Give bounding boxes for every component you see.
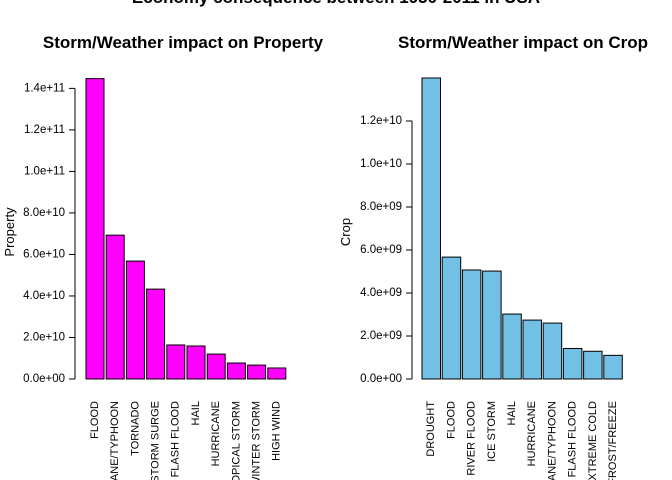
x-tick-label: HIGH WIND: [271, 401, 283, 461]
x-tick-label: EXTREME COLD: [587, 401, 599, 480]
bar: [461, 269, 482, 380]
x-tick-label: RIVER FLOOD: [466, 401, 478, 476]
x-tick-label: WINTER STORM: [251, 401, 263, 480]
bar: [542, 322, 563, 380]
y-tick-label: 1.2e+10: [360, 115, 402, 127]
bar: [267, 367, 287, 380]
y-tick-label: 1.0e+10: [360, 158, 402, 170]
y-tick-label: 0.0e+00: [23, 373, 65, 385]
bar: [603, 354, 623, 380]
bar: [125, 260, 145, 380]
x-tick-label: DROUGHT: [425, 401, 437, 457]
y-tick-label: 4.0e+09: [360, 287, 402, 299]
y-tick-label: 1.0e+11: [24, 165, 65, 177]
bar: [105, 234, 125, 380]
bar: [247, 364, 267, 380]
y-tick-label: 2.0e+10: [23, 332, 65, 344]
x-tick-label: FLOOD: [445, 401, 457, 439]
y-tick-label: 1.4e+11: [24, 82, 65, 94]
bar: [421, 77, 441, 380]
bar: [482, 270, 502, 380]
x-tick-label: HAIL: [190, 401, 202, 425]
x-tick-label: HURRICANE/TYPHOON: [109, 401, 121, 480]
x-tick-label: HURRICANE: [210, 401, 222, 466]
y-tick-label: 8.0e+09: [360, 201, 402, 213]
y-tick-label: 4.0e+10: [23, 290, 65, 302]
x-tick-label: HURRICANE: [526, 401, 538, 466]
bar: [522, 319, 542, 380]
panel: Storm/Weather impact on Property Property…: [2, 33, 324, 480]
x-tick-label: HAIL: [506, 401, 518, 425]
chart-title: Storm/Weather impact on Property: [43, 33, 324, 52]
y-tick-label: 8.0e+10: [23, 207, 65, 219]
bar: [186, 345, 206, 380]
x-tick-label: TROPICAL STORM: [230, 401, 242, 480]
y-axis-label: Property: [2, 207, 17, 257]
bar: [583, 350, 603, 380]
panel: Storm/Weather impact on Crop Crop 0.0e+00 2…: [338, 33, 648, 480]
bar: [441, 256, 462, 380]
bar: [166, 344, 186, 380]
y-tick-label: 6.0e+09: [360, 244, 402, 256]
bar: [502, 313, 522, 380]
bar: [226, 362, 246, 380]
y-tick-label: 6.0e+10: [23, 248, 65, 260]
x-tick-label: STORM SURGE: [150, 401, 162, 480]
y-axis-label: Crop: [338, 218, 353, 246]
y-tick-label: 2.0e+09: [360, 330, 402, 342]
y-tick-label: 0.0e+00: [360, 373, 402, 385]
x-tick-label: FLASH FLOOD: [567, 401, 579, 477]
main-title: Economy consequence between 1950-2011 in…: [132, 0, 540, 7]
y-tick-label: 1.2e+11: [24, 124, 65, 136]
bar: [146, 288, 166, 380]
x-tick-label: HURRICANE/TYPHOON: [546, 401, 558, 480]
x-tick-label: FROST/FREEZE: [607, 401, 619, 480]
bar: [85, 78, 105, 380]
x-tick-label: FLASH FLOOD: [170, 401, 182, 477]
bar: [562, 347, 583, 380]
x-tick-label: FLOOD: [89, 401, 101, 439]
bar: [206, 353, 226, 380]
chart-title: Storm/Weather impact on Crop: [398, 33, 648, 52]
x-tick-label: TORNADO: [129, 401, 141, 456]
x-tick-label: ICE STORM: [486, 401, 498, 462]
